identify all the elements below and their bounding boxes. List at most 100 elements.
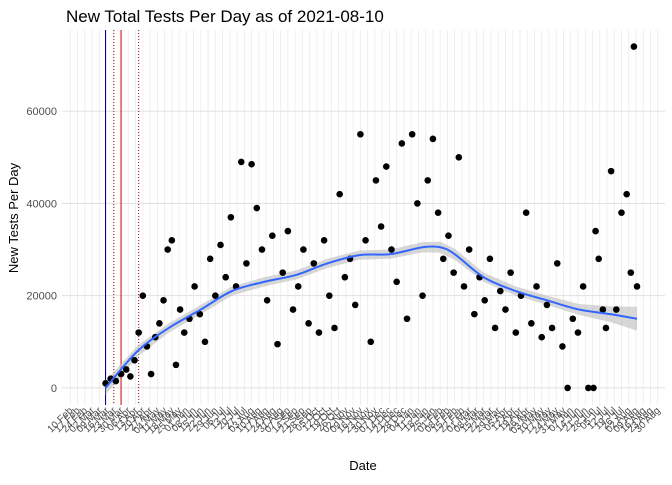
data-point [618, 209, 625, 216]
data-point [217, 241, 224, 249]
data-point [512, 329, 520, 336]
data-point [362, 237, 369, 244]
data-point [172, 361, 180, 369]
data-point [131, 356, 138, 364]
data-point [294, 283, 302, 290]
data-point [388, 246, 395, 253]
data-point [227, 213, 235, 221]
data-point [633, 283, 641, 290]
data-point [274, 340, 281, 348]
data-point [419, 292, 426, 299]
data-point [191, 283, 198, 290]
data-point [627, 269, 635, 276]
data-point [502, 306, 509, 313]
data-point [429, 135, 437, 143]
data-point [445, 232, 452, 240]
data-point [156, 320, 163, 327]
data-point [465, 246, 473, 253]
data-point [147, 370, 155, 378]
data-point [424, 177, 432, 184]
data-point [574, 329, 582, 336]
data-point [507, 269, 514, 276]
data-point [559, 343, 566, 350]
data-point [543, 301, 551, 309]
data-point [564, 384, 571, 392]
data-point [176, 306, 184, 313]
data-point [382, 163, 390, 170]
data-point [289, 306, 297, 313]
data-point [139, 292, 147, 299]
data-point [398, 140, 406, 147]
data-point [393, 278, 400, 286]
data-point [590, 384, 597, 392]
data-point [263, 296, 271, 304]
data-point [320, 237, 328, 244]
data-point [496, 287, 504, 295]
data-point [569, 315, 577, 323]
data-point [367, 338, 375, 346]
data-point [180, 329, 188, 336]
data-point [602, 324, 610, 332]
y-tick-label: 20000 [26, 291, 57, 303]
data-point [414, 200, 421, 207]
data-point [460, 283, 468, 290]
data-point [310, 260, 318, 267]
data-point [538, 333, 546, 341]
y-axis-label: New Tests Per Day [6, 162, 21, 273]
data-point [377, 223, 385, 230]
data-point [623, 190, 630, 198]
data-point [372, 177, 380, 184]
data-point [201, 338, 209, 346]
data-point [315, 329, 323, 336]
data-point [548, 324, 556, 332]
data-point [253, 204, 261, 212]
data-point [528, 320, 535, 327]
data-point [607, 167, 615, 175]
data-point [579, 283, 587, 290]
data-point [168, 237, 176, 244]
chart-title: New Total Tests Per Day as of 2021-08-10 [66, 7, 384, 26]
data-point [258, 246, 266, 253]
data-point [222, 273, 230, 281]
data-point [522, 209, 530, 216]
data-point [553, 260, 561, 267]
data-point [592, 227, 599, 235]
data-point [455, 154, 463, 161]
smooth-line [104, 245, 638, 389]
y-tick-label: 40000 [26, 198, 57, 210]
data-point [206, 255, 214, 263]
data-point [122, 366, 130, 373]
data-point [135, 329, 142, 336]
data-point [243, 260, 250, 267]
data-point [284, 227, 292, 235]
data-point [439, 255, 447, 263]
data-point [630, 43, 638, 50]
data-point [351, 301, 359, 309]
data-point [248, 160, 255, 168]
data-point [164, 246, 171, 253]
x-axis-label: Date [349, 458, 376, 473]
data-point [196, 310, 204, 318]
data-point [357, 130, 364, 138]
data-point [471, 310, 478, 318]
data-point [112, 377, 120, 385]
data-point [450, 269, 457, 276]
data-point [613, 306, 620, 313]
data-point [336, 190, 343, 198]
data-point [269, 232, 276, 240]
y-tick-label: 0 [51, 383, 57, 395]
data-point [326, 292, 333, 299]
data-point [403, 315, 411, 323]
data-point [595, 255, 602, 263]
y-tick-label: 60000 [26, 106, 57, 118]
data-point [434, 209, 442, 216]
data-point [127, 373, 134, 380]
data-point [212, 292, 219, 299]
data-point [481, 296, 489, 304]
data-point [300, 246, 307, 253]
data-point [599, 306, 607, 313]
data-point [585, 384, 592, 392]
data-point [237, 158, 245, 166]
data-point [331, 324, 338, 332]
